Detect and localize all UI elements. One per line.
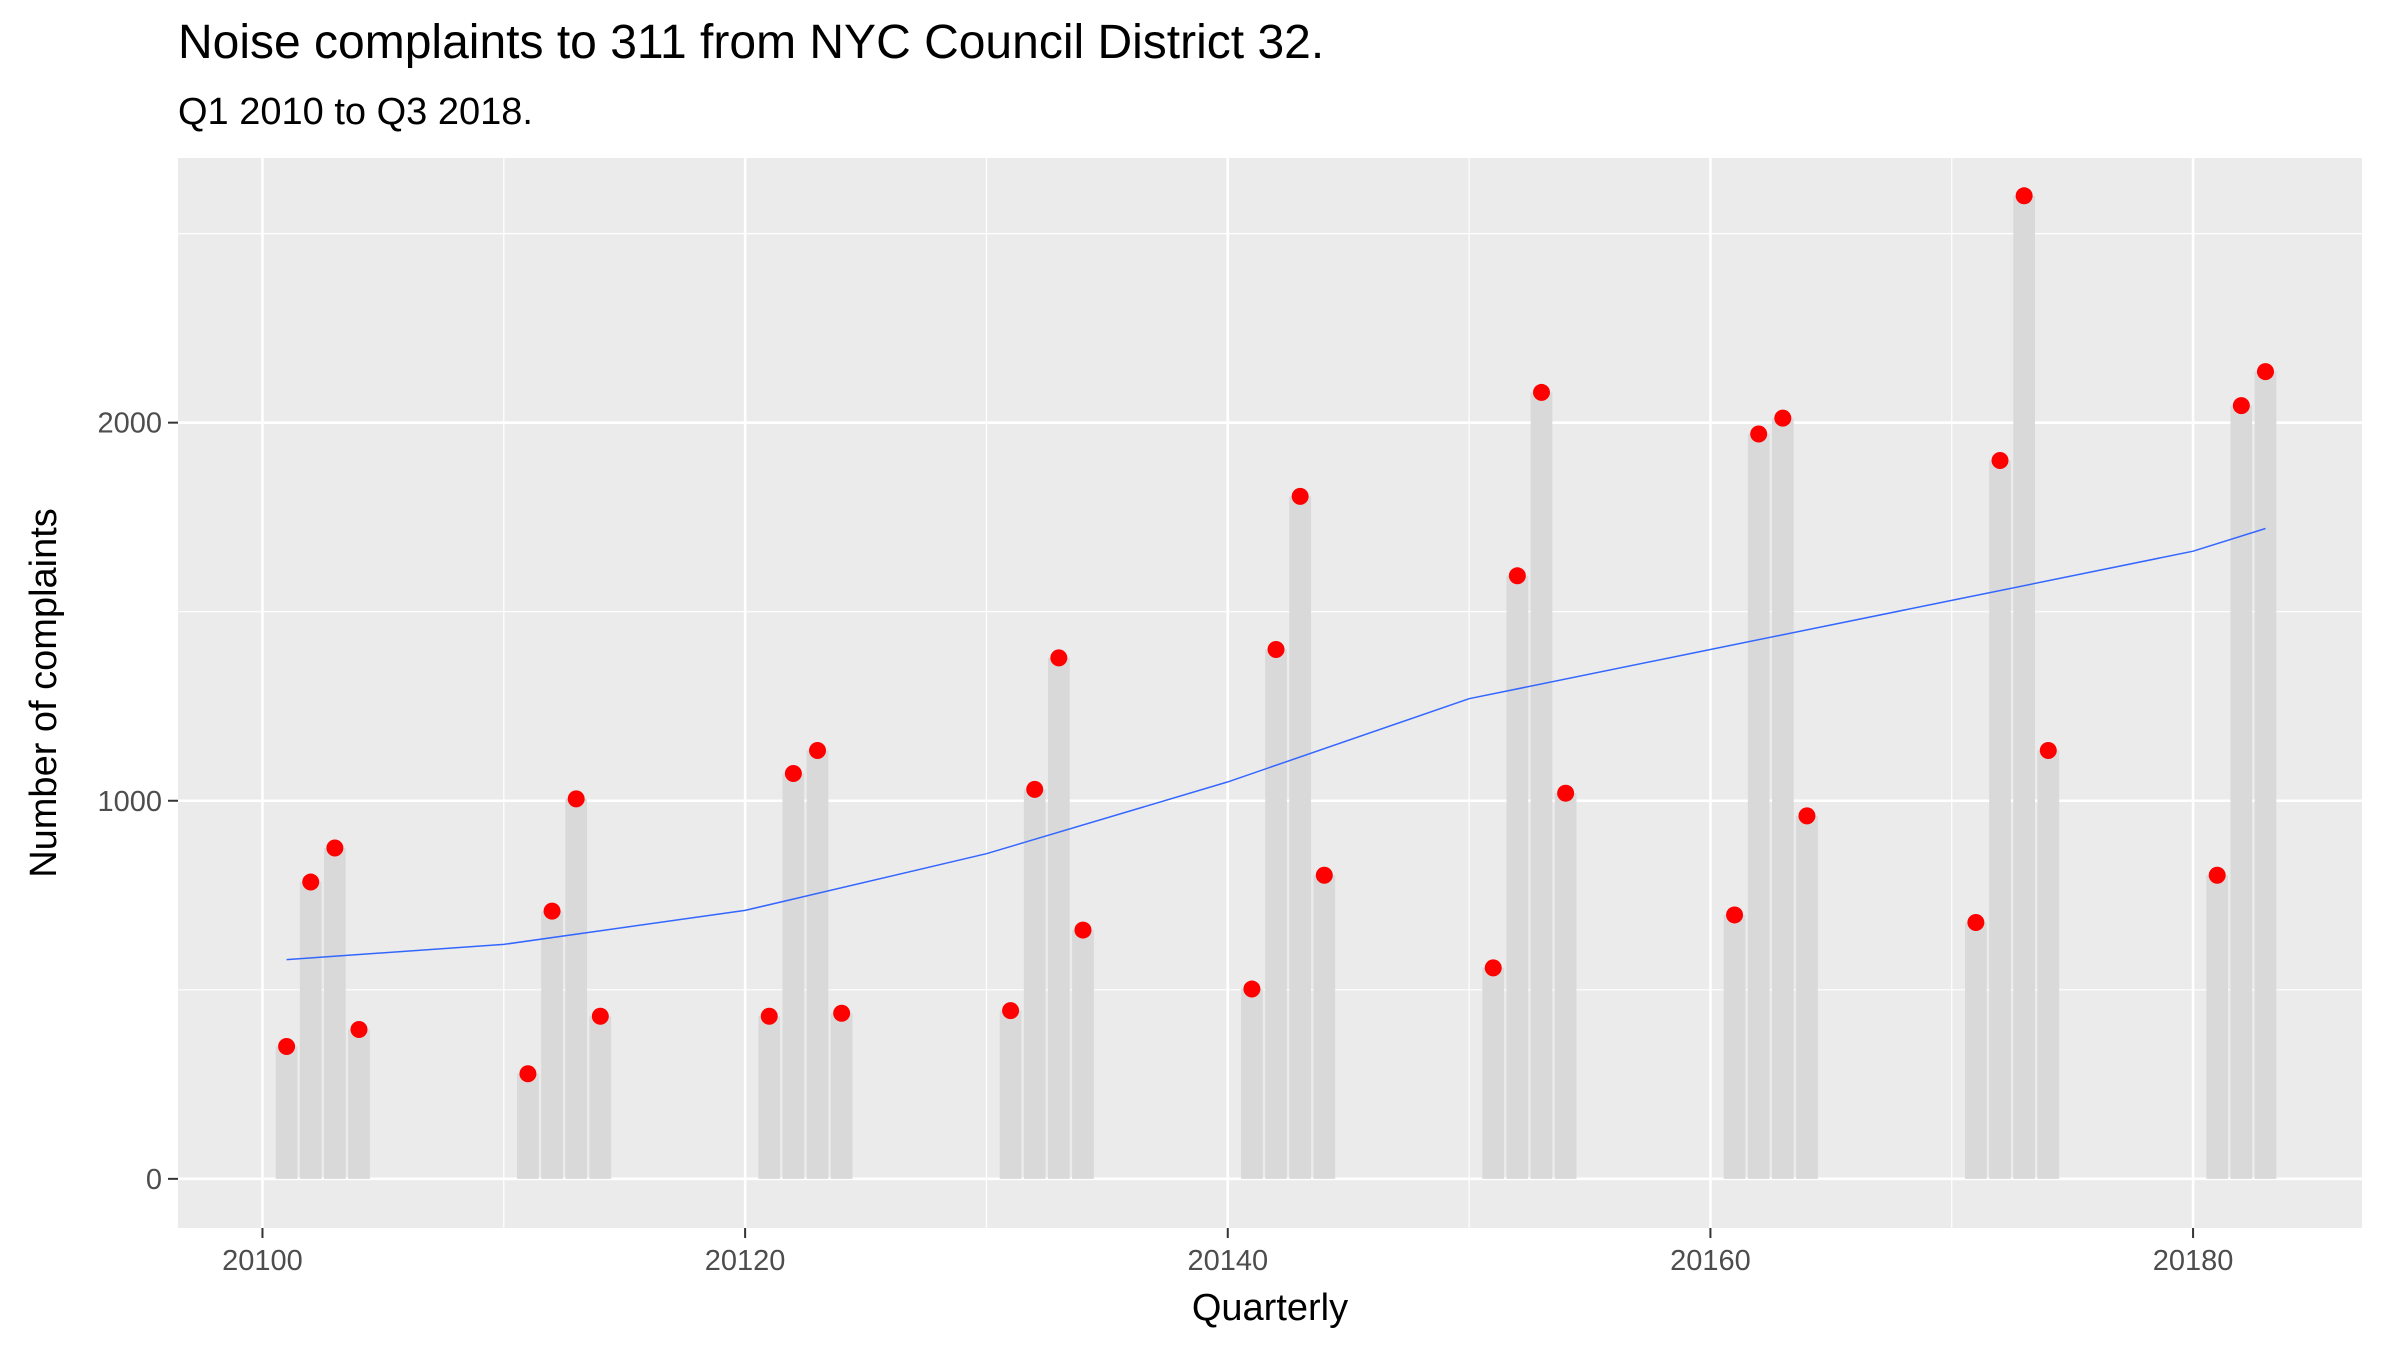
bar	[517, 1073, 539, 1179]
bar	[1796, 815, 1818, 1179]
bars	[275, 195, 2277, 1179]
data-point	[2208, 866, 2226, 884]
bar	[299, 882, 322, 1179]
data-point	[1508, 567, 1526, 585]
chart-subtitle: Q1 2010 to Q3 2018.	[178, 91, 533, 133]
data-point	[519, 1065, 537, 1083]
data-point	[1002, 1002, 1020, 1020]
x-tick-label: 20140	[1187, 1245, 1268, 1277]
data-point	[1291, 487, 1309, 505]
data-point	[2015, 187, 2033, 205]
data-point	[278, 1038, 296, 1056]
axes: 20100 20120 20140 20160 20180 0 1000 2000	[97, 408, 2233, 1277]
data-point	[1798, 807, 1816, 825]
bar	[999, 1010, 1022, 1179]
y-tick-label: 2000	[97, 408, 162, 440]
bar	[324, 848, 346, 1179]
bar	[1241, 989, 1263, 1179]
bar	[1554, 793, 1577, 1179]
bar	[1047, 657, 1070, 1179]
bar	[348, 1029, 370, 1179]
data-point	[1267, 641, 1285, 659]
y-tick-label: 1000	[97, 786, 162, 818]
y-tick-label: 0	[146, 1164, 162, 1196]
bar	[758, 1016, 781, 1179]
bar	[1530, 392, 1553, 1179]
data-point	[591, 1007, 609, 1025]
bar	[2037, 750, 2060, 1179]
data-point	[302, 873, 320, 891]
data-point	[833, 1004, 851, 1022]
bar	[1265, 649, 1287, 1179]
bar	[1747, 434, 1770, 1179]
bar	[1072, 930, 1094, 1179]
bar	[1506, 575, 1529, 1179]
bar	[1723, 914, 1746, 1179]
bar	[541, 911, 563, 1179]
data-point	[1557, 784, 1575, 802]
bar	[1023, 789, 1046, 1179]
data-point	[760, 1007, 778, 1025]
bar	[1482, 967, 1505, 1179]
data-point	[543, 902, 561, 920]
bar	[2013, 195, 2036, 1179]
data-point	[1243, 980, 1261, 998]
data-point	[2039, 741, 2057, 759]
trend-line	[286, 527, 2266, 961]
x-axis-title: Quarterly	[1192, 1287, 1348, 1329]
data-point	[2256, 363, 2274, 381]
data-point	[784, 765, 802, 783]
data-point	[1750, 425, 1768, 443]
data-point	[1026, 780, 1044, 798]
bar	[2254, 371, 2277, 1179]
bar	[2206, 875, 2229, 1179]
x-tick-label: 20100	[222, 1245, 303, 1277]
x-tick-label: 20120	[705, 1245, 786, 1277]
data-point	[1774, 409, 1792, 427]
bar	[275, 1046, 298, 1179]
data-point	[567, 790, 585, 808]
bar	[2230, 405, 2253, 1179]
data-point	[1315, 866, 1333, 884]
bar	[806, 750, 829, 1179]
y-axis-title: Number of complaints	[23, 508, 65, 878]
data-point	[2232, 397, 2250, 415]
data-point	[1967, 914, 1985, 932]
data-point	[1991, 451, 2009, 469]
bar	[1989, 460, 2011, 1179]
data-point	[1726, 906, 1744, 924]
bar	[1313, 875, 1336, 1179]
bar	[565, 798, 588, 1179]
data-point	[350, 1021, 368, 1039]
x-tick-label: 20180	[2153, 1245, 2234, 1277]
bar	[589, 1016, 612, 1179]
bar	[1965, 922, 1987, 1179]
data-point	[1074, 921, 1092, 939]
x-tick-label: 20160	[1670, 1245, 1751, 1277]
data-point	[809, 741, 827, 759]
bar	[782, 773, 805, 1179]
chart-title: Noise complaints to 311 from NYC Council…	[178, 16, 1324, 69]
points	[278, 187, 2274, 1083]
data-point	[326, 839, 344, 857]
data-point	[1484, 959, 1502, 977]
bar	[1289, 496, 1312, 1179]
bar	[830, 1013, 853, 1179]
data-point	[1050, 649, 1068, 667]
bar	[1771, 418, 1794, 1179]
data-point	[1532, 383, 1550, 401]
